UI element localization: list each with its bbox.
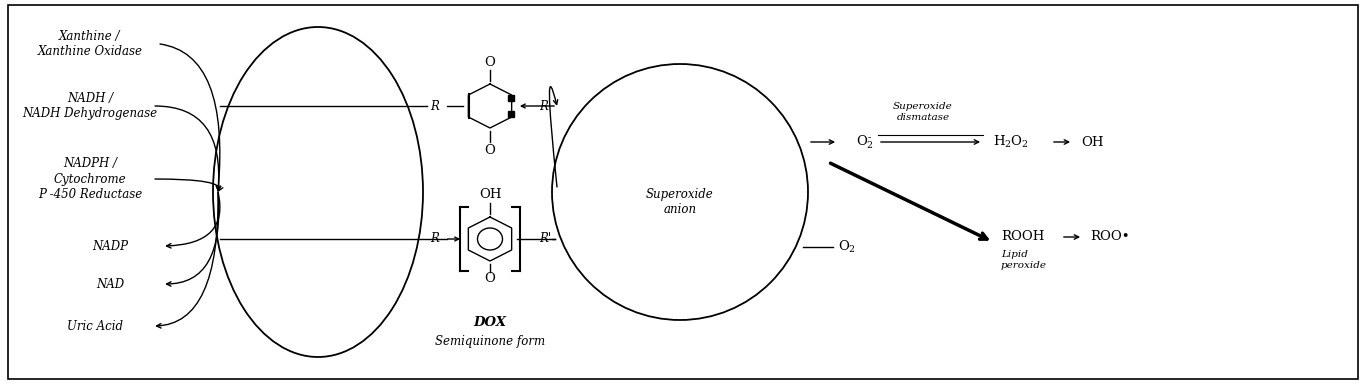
Text: Superoxide
anion: Superoxide anion	[646, 188, 714, 216]
Text: ROOH: ROOH	[1001, 230, 1045, 243]
Text: Superoxide
dismatase: Superoxide dismatase	[893, 102, 953, 122]
FancyArrowPatch shape	[154, 106, 221, 190]
Text: NADH /
NADH Dehydrogenase: NADH / NADH Dehydrogenase	[22, 92, 157, 120]
Text: $\mathregular{O_2^{\bar{\ }}}$: $\mathregular{O_2^{\bar{\ }}}$	[856, 133, 874, 151]
Text: NAD: NAD	[96, 278, 124, 291]
FancyArrowPatch shape	[154, 179, 223, 190]
Text: $\mathregular{O_2}$: $\mathregular{O_2}$	[837, 239, 856, 255]
Text: NADPH /
Cytochrome
P -450 Reductase: NADPH / Cytochrome P -450 Reductase	[38, 157, 142, 200]
Text: Semiquinone form: Semiquinone form	[434, 336, 545, 349]
FancyArrowPatch shape	[167, 192, 219, 286]
Text: Uric Acid: Uric Acid	[67, 319, 123, 333]
Text: OH: OH	[478, 189, 501, 202]
Text: ROO•: ROO•	[1090, 230, 1130, 243]
Text: O: O	[485, 56, 496, 68]
FancyArrowPatch shape	[160, 44, 221, 190]
Text: O: O	[485, 273, 496, 285]
Text: O: O	[485, 144, 496, 157]
Text: R': R'	[540, 99, 550, 113]
Text: OH: OH	[1081, 136, 1104, 149]
Text: R: R	[430, 99, 440, 113]
Text: Lipid
peroxide: Lipid peroxide	[1001, 250, 1046, 270]
FancyArrowPatch shape	[549, 86, 557, 187]
Text: Xanthine /
Xanthine Oxidase: Xanthine / Xanthine Oxidase	[37, 30, 142, 58]
Text: $\mathregular{H_2O_2}$: $\mathregular{H_2O_2}$	[993, 134, 1029, 150]
Text: DOX: DOX	[474, 316, 507, 328]
FancyArrowPatch shape	[157, 192, 219, 328]
Text: NADP: NADP	[92, 240, 128, 253]
Text: R': R'	[540, 232, 550, 245]
Text: R: R	[430, 232, 440, 245]
FancyArrowPatch shape	[167, 192, 220, 248]
